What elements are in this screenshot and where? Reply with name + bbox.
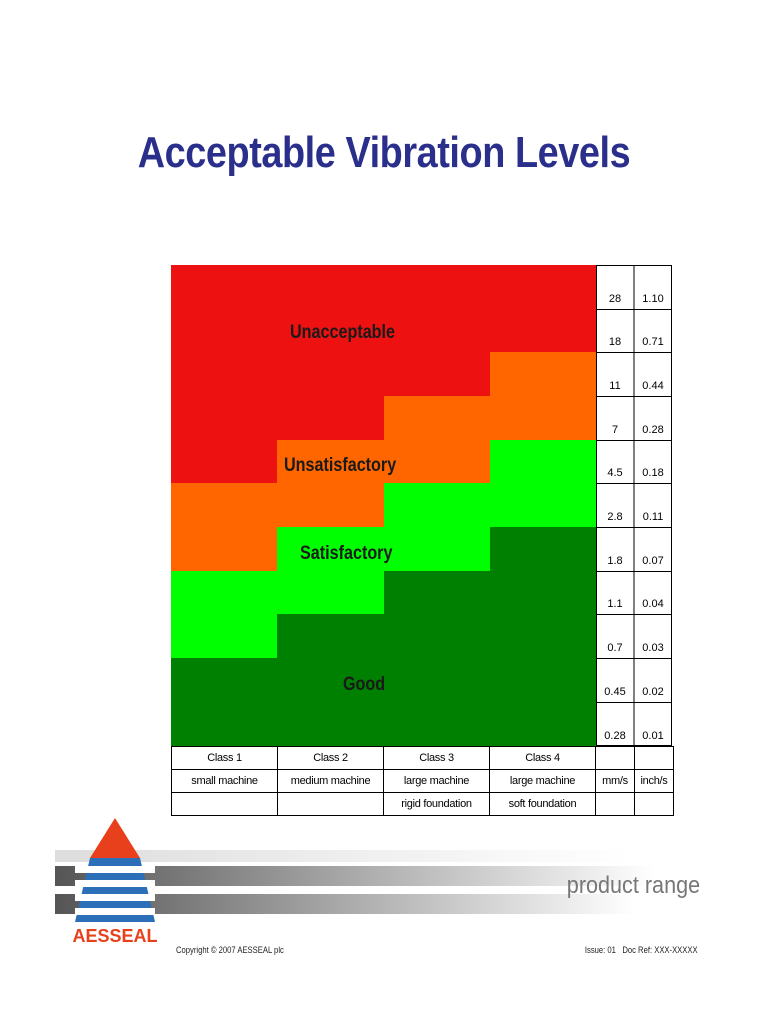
label-satisfactory: Satisfactory <box>300 543 393 564</box>
scale-mm-value: 1.1 <box>607 598 623 610</box>
table-row: rigid foundation soft foundation <box>171 792 674 816</box>
zone-unacceptable <box>171 265 597 483</box>
scale-inch-value: 0.07 <box>642 555 664 567</box>
issue-docref: Issue: 01 Doc Ref: XXX-XXXXX <box>585 945 698 955</box>
unit-inch: inch/s <box>634 769 674 793</box>
class-desc: medium machine <box>277 769 384 793</box>
scale-mm-value: 4.5 <box>607 467 623 479</box>
scale-mm-value: 2.8 <box>607 511 623 523</box>
class-name: Class 4 <box>489 746 596 770</box>
class-name: Class 2 <box>277 746 384 770</box>
unit-spacer <box>634 746 674 770</box>
copyright-text: Copyright © 2007 AESSEAL plc <box>176 945 284 955</box>
class-desc: large machine <box>383 769 490 793</box>
table-row: Class 1 Class 2 Class 3 Class 4 <box>171 746 674 770</box>
logo-text: AESSEAL <box>72 926 157 946</box>
vibration-zone-chart <box>171 265 597 746</box>
class-name: Class 1 <box>171 746 278 770</box>
scale-mm-value: 0.7 <box>607 642 623 654</box>
scale-inch-value: 0.04 <box>642 598 664 610</box>
class-foundation: rigid foundation <box>383 792 490 816</box>
footer-stripe-bars <box>55 850 655 914</box>
scale-inch-value: 0.01 <box>642 730 664 742</box>
class-desc: large machine <box>489 769 596 793</box>
scale-inch-value: 0.71 <box>642 336 664 348</box>
unit-mm: mm/s <box>595 769 635 793</box>
doc-ref-text: Doc Ref: XXX-XXXXX <box>622 945 698 955</box>
page-title: Acceptable Vibration Levels <box>137 128 631 177</box>
scale-mm-value: 0.45 <box>604 686 626 698</box>
scale-mm-value: 7 <box>611 424 619 436</box>
unit-spacer <box>595 746 635 770</box>
label-unsatisfactory: Unsatisfactory <box>284 455 397 476</box>
unit-spacer <box>595 792 635 816</box>
scale-mm-value: 28 <box>608 293 622 305</box>
class-foundation <box>277 792 384 816</box>
scale-mm-value: 11 <box>609 380 621 392</box>
scale-mm-value: 18 <box>608 336 622 348</box>
issue-text: Issue: 01 <box>585 945 617 955</box>
scale-inch-value: 0.03 <box>642 642 664 654</box>
class-desc: small machine <box>171 769 278 793</box>
class-name: Class 3 <box>383 746 490 770</box>
label-good: Good <box>343 674 386 695</box>
scale-inch-value: 0.18 <box>642 467 664 479</box>
scale-inch-value: 0.11 <box>642 511 664 523</box>
table-row: small machine medium machine large machi… <box>171 769 674 793</box>
scale-mm-value: 1.8 <box>607 555 623 567</box>
scale-inch-value: 1.10 <box>642 293 664 305</box>
scale-inch-value: 0.44 <box>642 380 664 392</box>
scale-inch-value: 0.02 <box>642 686 664 698</box>
aesseal-logo: AESSEAL <box>72 818 158 946</box>
unit-spacer <box>634 792 674 816</box>
class-foundation <box>171 792 278 816</box>
scale-mm-value: 0.28 <box>604 730 626 742</box>
machine-class-table: Class 1 Class 2 Class 3 Class 4 small ma… <box>171 746 674 816</box>
scale-inch-value: 0.28 <box>642 424 664 436</box>
class-foundation: soft foundation <box>489 792 596 816</box>
vibration-scale-grid <box>596 265 672 746</box>
product-range-label: product range <box>566 872 700 899</box>
label-unacceptable: Unacceptable <box>290 322 396 343</box>
